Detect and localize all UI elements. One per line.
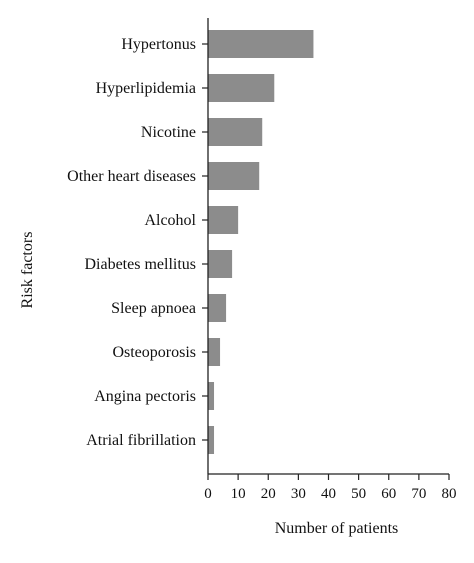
x-ticks-group: 0 10 20 30 40 50 60 70 80	[204, 474, 457, 502]
category-label: Alcohol	[144, 212, 196, 229]
bars-group	[208, 30, 314, 454]
bar-atrial-fibrillation	[208, 426, 215, 454]
bar-other-heart-diseases	[208, 162, 260, 190]
x-tick-label: 70	[411, 486, 426, 502]
y-axis-title: Risk factors	[19, 232, 36, 309]
category-label: Diabetes mellitus	[84, 256, 196, 273]
x-tick-label: 0	[204, 486, 212, 502]
bar-nicotine	[208, 118, 263, 146]
bar-angina-pectoris	[208, 382, 215, 410]
category-label: Nicotine	[141, 124, 196, 141]
category-label: Atrial fibrillation	[86, 432, 196, 449]
x-axis-title: Number of patients	[275, 520, 399, 537]
category-label: Sleep apnoea	[111, 300, 196, 317]
category-label: Angina pectoris	[94, 388, 196, 405]
bar-diabetes-mellitus	[208, 250, 233, 278]
category-label: Hypertonus	[121, 36, 196, 53]
category-label: Osteoporosis	[112, 344, 196, 361]
x-tick-label: 20	[261, 486, 276, 502]
category-label: Hyperlipidemia	[96, 80, 196, 97]
x-tick-label: 50	[351, 486, 366, 502]
x-tick-label: 10	[231, 486, 246, 502]
x-tick-label: 40	[321, 486, 336, 502]
bar-hyperlipidemia	[208, 74, 275, 102]
category-labels-group: Hypertonus Hyperlipidemia Nicotine Other he…	[67, 36, 208, 449]
bar-osteoporosis	[208, 338, 221, 366]
category-label: Other heart diseases	[67, 168, 196, 185]
x-tick-label: 60	[381, 486, 396, 502]
x-tick-label: 30	[291, 486, 306, 502]
bar-sleep-apnoea	[208, 294, 227, 322]
bar-alcohol	[208, 206, 239, 234]
bar-hypertonus	[208, 30, 314, 58]
x-tick-label: 80	[442, 486, 457, 502]
